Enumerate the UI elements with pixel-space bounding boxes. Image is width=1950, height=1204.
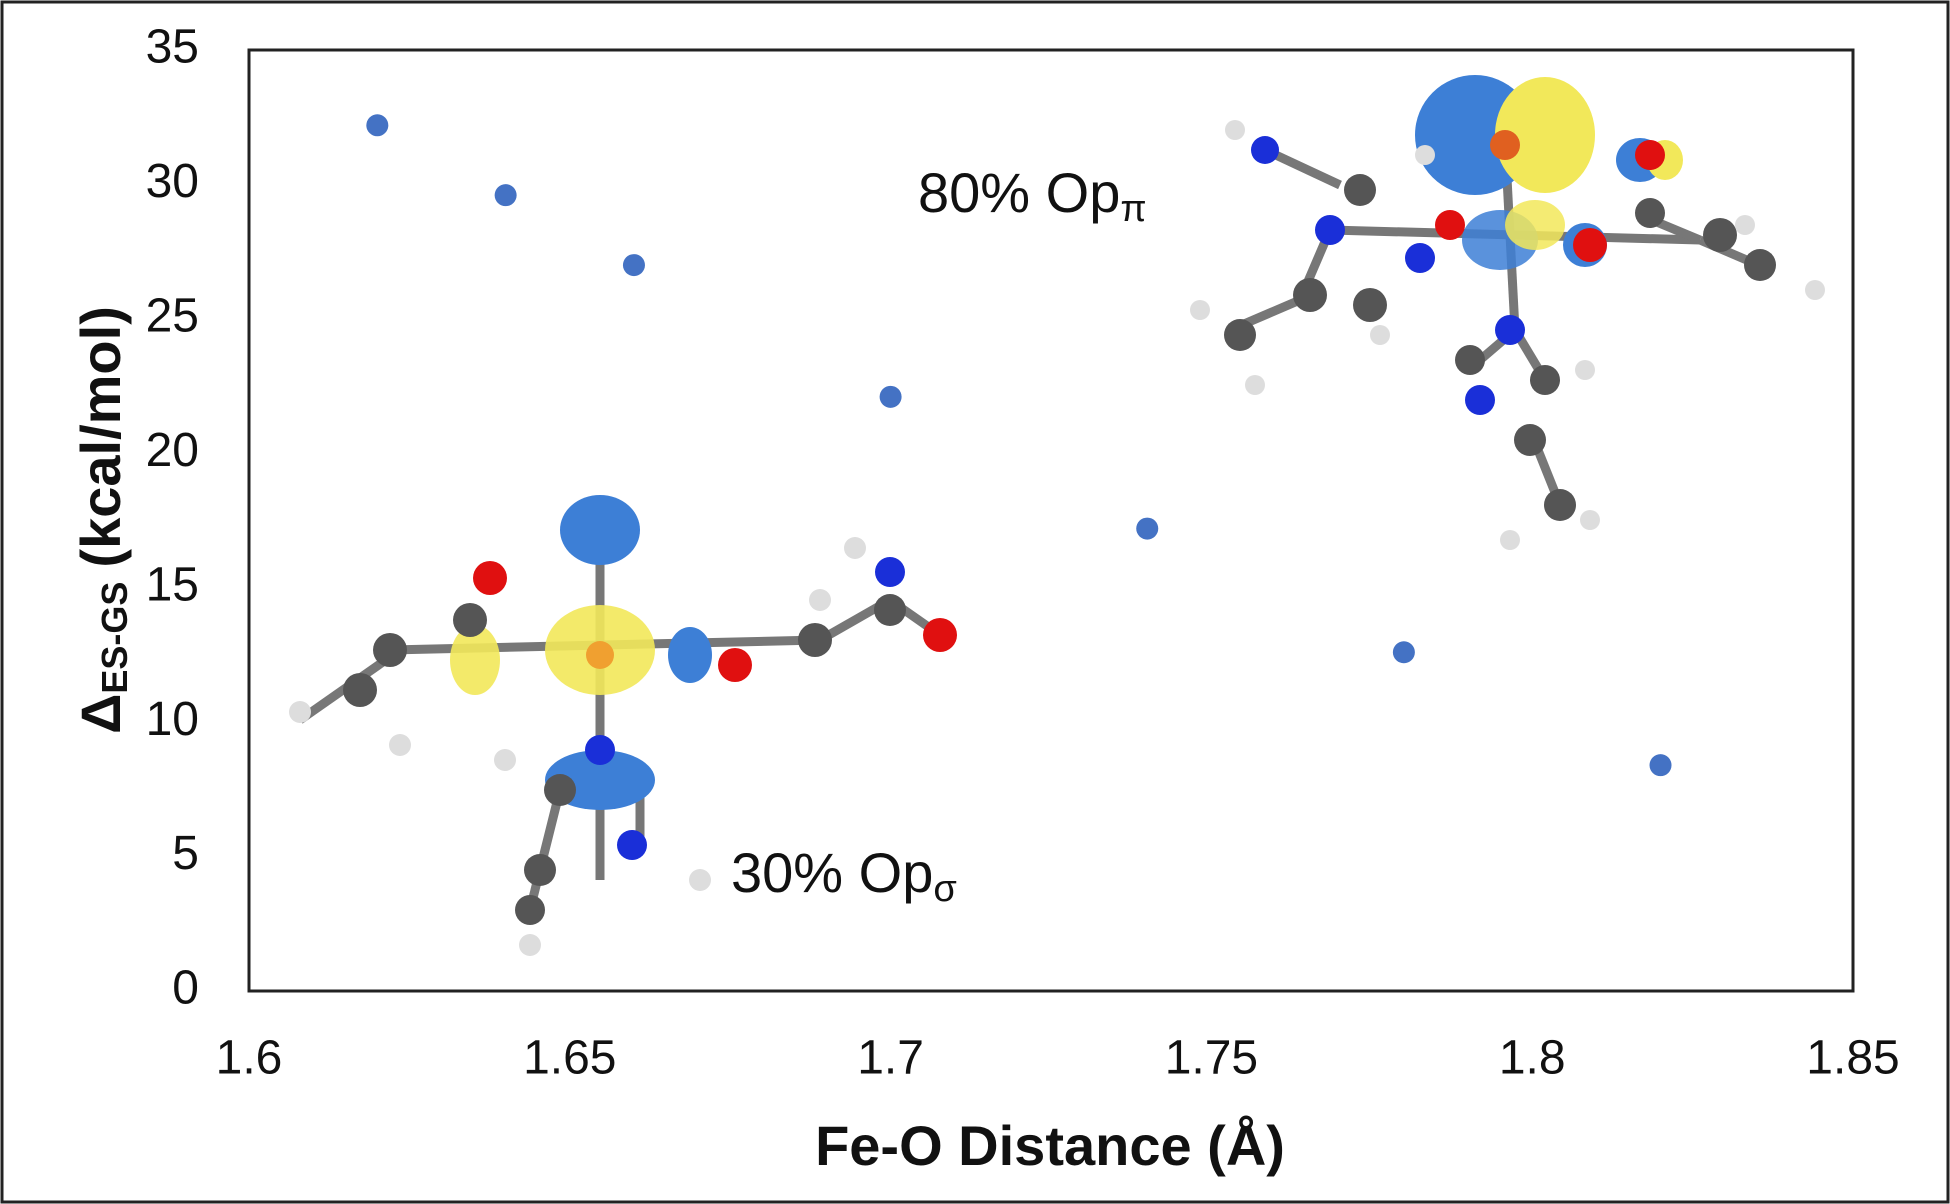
atoms-pi	[1190, 120, 1825, 550]
data-point	[1392, 641, 1415, 664]
x-tick-label: 1.8	[1499, 1032, 1566, 1085]
annotation-text: 80% Op	[918, 161, 1120, 224]
y-axis-title: ΔES-GS (kcal/mol)	[69, 306, 135, 734]
data-point	[1136, 517, 1159, 540]
x-tick-label: 1.7	[857, 1032, 924, 1085]
y-tick-label: 20	[146, 424, 199, 477]
x-tick-label: 1.85	[1806, 1032, 1899, 1085]
annotation: 30% Opσ	[731, 841, 957, 910]
y-tick-label: 15	[146, 558, 199, 611]
x-tick-label: 1.65	[523, 1032, 616, 1085]
data-point	[622, 254, 645, 277]
annotation: 80% Opπ	[918, 161, 1147, 230]
y-axis-title-main: Δ	[69, 694, 132, 734]
data-point	[879, 385, 902, 408]
x-axis-title: Fe-O Distance (Å)	[815, 1114, 1285, 1177]
y-tick-label: 35	[146, 21, 199, 74]
annotation-sub: σ	[933, 868, 956, 910]
orbital-sigma	[450, 495, 712, 810]
annotation-sub: π	[1120, 188, 1146, 230]
orbital-pi	[1415, 75, 1683, 270]
atoms-sigma	[289, 537, 957, 956]
y-tick-label: 0	[172, 962, 199, 1015]
data-point	[494, 184, 517, 207]
y-tick-label: 30	[146, 155, 199, 208]
y-axis-title-sub: ES-GS	[94, 582, 135, 694]
x-tick-label: 1.75	[1165, 1032, 1258, 1085]
data-point	[1649, 754, 1672, 777]
molecule-illustrations	[289, 75, 1825, 956]
y-tick-label: 25	[146, 290, 199, 343]
annotation-text: 30% Op	[731, 841, 933, 904]
y-axis-title-unit: (kcal/mol)	[69, 306, 132, 567]
data-point	[366, 114, 389, 137]
x-tick-label: 1.6	[216, 1032, 283, 1085]
plot-frame	[247, 48, 1855, 993]
y-tick-label: 10	[146, 693, 199, 746]
y-tick-label: 5	[172, 827, 199, 880]
